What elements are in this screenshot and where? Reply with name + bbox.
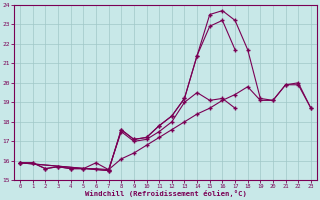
X-axis label: Windchill (Refroidissement éolien,°C): Windchill (Refroidissement éolien,°C) bbox=[84, 190, 246, 197]
